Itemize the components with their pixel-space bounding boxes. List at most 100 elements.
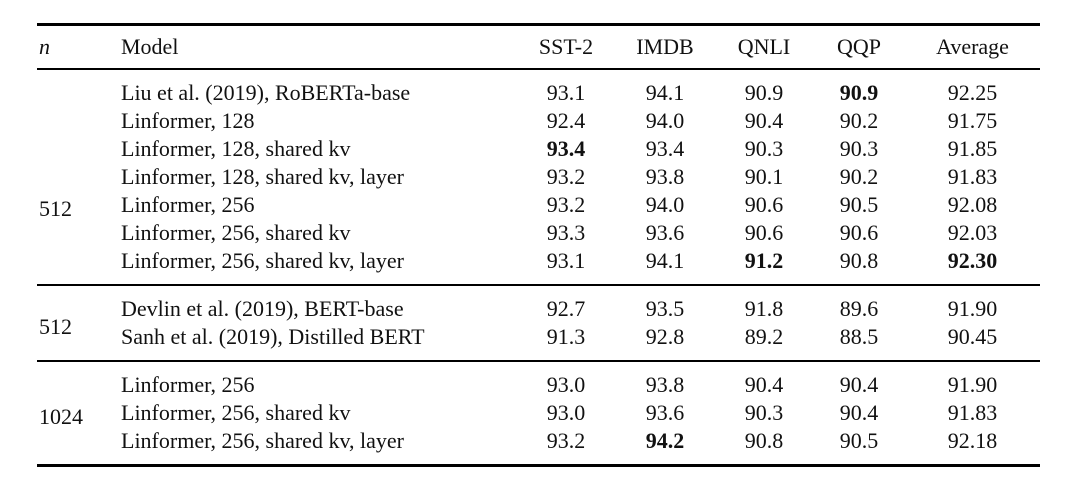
score-cell: 90.4 <box>839 399 879 425</box>
score-cell: 94.1 <box>645 247 685 273</box>
sequence-length-label: 1024 <box>39 404 83 429</box>
table-group: 512 Liu et al. (2019), RoBERTa-base 93.1 94… <box>37 69 1040 285</box>
score-cell: 91.83 <box>947 399 998 425</box>
table-row: Linformer, 256 93.2 94.0 90.6 90.5 92.08 <box>37 191 1040 219</box>
header-n: n <box>39 33 50 59</box>
score-cell: 89.2 <box>744 323 784 349</box>
score-cell: 92.8 <box>645 323 685 349</box>
score-cell: 90.8 <box>839 247 879 273</box>
score-cell: 91.8 <box>744 295 784 321</box>
header-model: Model <box>121 33 179 59</box>
score-cell: 93.6 <box>645 399 685 425</box>
score-cell: 93.1 <box>546 247 586 273</box>
model-name-cell: Linformer, 128 <box>121 107 255 133</box>
score-cell: 93.0 <box>546 371 586 397</box>
score-cell: 93.2 <box>546 427 586 453</box>
score-cell: 92.08 <box>947 191 998 217</box>
table-row: Linformer, 256, shared kv, layer 93.2 94.2… <box>37 427 1040 466</box>
score-cell: 90.5 <box>839 427 879 453</box>
score-cell: 91.83 <box>947 163 998 189</box>
table-row: Sanh et al. (2019), Distilled BERT 91.3 92… <box>37 323 1040 361</box>
header-average: Average <box>936 33 1009 59</box>
score-cell: 90.3 <box>839 135 879 161</box>
score-cell: 89.6 <box>839 295 879 321</box>
score-cell: 90.3 <box>744 135 784 161</box>
score-cell: 93.8 <box>645 163 685 189</box>
score-cell: 90.3 <box>744 399 784 425</box>
score-cell: 92.25 <box>947 79 998 105</box>
model-name-cell: Devlin et al. (2019), BERT-base <box>121 295 404 321</box>
table-row: Linformer, 256, shared kv 93.0 93.6 90.3 90.… <box>37 399 1040 427</box>
table-header: n Model SST-2 IMDB QNLI QQP Average <box>37 25 1040 69</box>
score-cell: 93.1 <box>546 79 586 105</box>
model-name-cell: Linformer, 256, shared kv, layer <box>121 247 404 273</box>
model-name-cell: Sanh et al. (2019), Distilled BERT <box>121 323 425 349</box>
score-cell: 90.2 <box>839 107 879 133</box>
header-qqp: QQP <box>836 33 881 59</box>
score-cell: 90.8 <box>744 427 784 453</box>
score-cell: 91.90 <box>947 371 998 397</box>
score-cell: 92.30 <box>947 247 998 273</box>
table-row: Linformer, 256, shared kv, layer 93.1 94.1… <box>37 247 1040 285</box>
score-cell: 90.6 <box>839 219 879 245</box>
model-name-cell: Linformer, 128, shared kv, layer <box>121 163 404 189</box>
table-row: Linformer, 128 92.4 94.0 90.4 90.2 91.75 <box>37 107 1040 135</box>
score-cell: 92.4 <box>546 107 586 133</box>
header-imdb: IMDB <box>636 33 694 59</box>
score-cell: 90.2 <box>839 163 879 189</box>
score-cell: 94.0 <box>645 107 685 133</box>
score-cell: 90.9 <box>839 79 879 105</box>
table-row: 512 Liu et al. (2019), RoBERTa-base 93.1 94… <box>37 69 1040 222</box>
sequence-length-cell: 512 <box>37 69 121 285</box>
score-cell: 91.90 <box>947 295 998 321</box>
score-cell: 91.75 <box>947 107 998 133</box>
header-sst2: SST-2 <box>538 33 594 59</box>
score-cell: 90.4 <box>839 371 879 397</box>
score-cell: 88.5 <box>839 323 879 349</box>
model-name-cell: Linformer, 256, shared kv <box>121 219 351 245</box>
header-qnli: QNLI <box>737 33 791 59</box>
score-cell: 90.4 <box>744 107 784 133</box>
table-row: Linformer, 128, shared kv 93.4 93.4 90.3 90.… <box>37 135 1040 163</box>
table-row: 512 Devlin et al. (2019), BERT-base 92.7 93… <box>37 285 1040 340</box>
score-cell: 90.9 <box>744 79 784 105</box>
score-cell: 92.18 <box>947 427 998 453</box>
score-cell: 93.6 <box>645 219 685 245</box>
sequence-length-cell: 1024 <box>37 361 121 466</box>
score-cell: 93.2 <box>546 163 586 189</box>
score-cell: 94.0 <box>645 191 685 217</box>
sequence-length-cell: 512 <box>37 285 121 361</box>
score-cell: 94.1 <box>645 79 685 105</box>
model-name-cell: Liu et al. (2019), RoBERTa-base <box>121 79 411 105</box>
score-cell: 90.1 <box>744 163 784 189</box>
table-row: Linformer, 256, shared kv 93.3 93.6 90.6 90.… <box>37 219 1040 247</box>
table-row: 1024 Linformer, 256 93.0 93.8 90.4 90.4 91.90 <box>37 361 1040 430</box>
table-group: 1024 Linformer, 256 93.0 93.8 90.4 90.4 91.90 L… <box>37 361 1040 466</box>
table-group: 512 Devlin et al. (2019), BERT-base 92.7 93… <box>37 285 1040 361</box>
score-cell: 92.03 <box>947 219 998 245</box>
table-row: Linformer, 128, shared kv, layer 93.2 93.8… <box>37 163 1040 191</box>
score-cell: 93.3 <box>546 219 586 245</box>
score-cell: 91.85 <box>947 135 998 161</box>
score-cell: 93.4 <box>546 135 586 161</box>
score-cell: 93.2 <box>546 191 586 217</box>
score-cell: 92.7 <box>546 295 586 321</box>
results-table: n Model SST-2 IMDB QNLI QQP Average 512 L… <box>37 23 1040 467</box>
model-name-cell: Linformer, 128, shared kv <box>121 135 351 161</box>
score-cell: 90.6 <box>744 219 784 245</box>
model-name-cell: Linformer, 256, shared kv, layer <box>121 427 404 453</box>
model-name-cell: Linformer, 256 <box>121 191 255 217</box>
sequence-length-label: 512 <box>39 314 72 339</box>
score-cell: 91.2 <box>744 247 784 273</box>
model-name-cell: Linformer, 256, shared kv <box>121 399 351 425</box>
score-cell: 93.5 <box>645 295 685 321</box>
score-cell: 90.6 <box>744 191 784 217</box>
score-cell: 90.5 <box>839 191 879 217</box>
score-cell: 90.4 <box>744 371 784 397</box>
score-cell: 93.0 <box>546 399 586 425</box>
sequence-length-label: 512 <box>39 196 72 221</box>
score-cell: 93.4 <box>645 135 685 161</box>
header-row: n Model SST-2 IMDB QNLI QQP Average <box>37 25 1040 69</box>
score-cell: 91.3 <box>546 323 586 349</box>
